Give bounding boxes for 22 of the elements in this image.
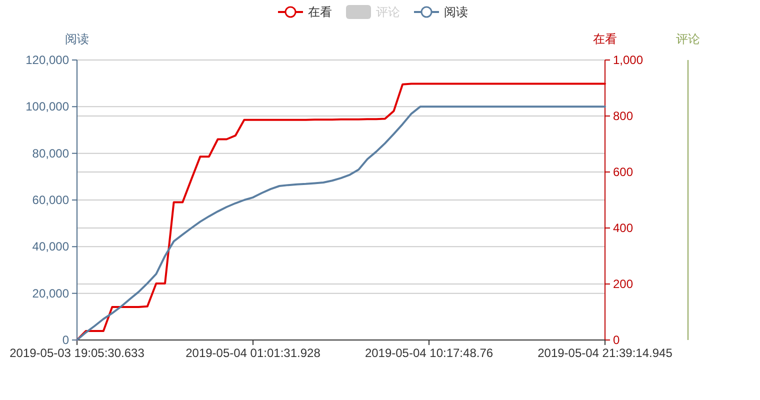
y-tick-label: 100,000 bbox=[26, 100, 70, 114]
y-tick-label: 80,000 bbox=[32, 146, 70, 160]
y-tick-label: 60,000 bbox=[32, 193, 70, 207]
y2-tick-label: 800 bbox=[613, 109, 634, 123]
x-tick-label: 2019-05-04 10:17:48.76 bbox=[364, 346, 494, 360]
y2-tick-label: 200 bbox=[613, 277, 634, 291]
y2-tick-label: 400 bbox=[613, 221, 634, 235]
y2-tick-label: 1,000 bbox=[613, 53, 644, 67]
legend-label: 阅读 bbox=[444, 5, 468, 19]
y-tick-label: 40,000 bbox=[32, 240, 70, 254]
y2-tick-label: 600 bbox=[613, 165, 634, 179]
x-tick-label: 2019-05-03 19:05:30.633 bbox=[10, 346, 145, 360]
x-tick-label: 2019-05-04 21:39:14.945 bbox=[538, 346, 673, 360]
y2-axis-title: 在看 bbox=[593, 32, 617, 46]
y-tick-label: 20,000 bbox=[32, 286, 70, 300]
y-tick-label: 0 bbox=[62, 333, 70, 347]
y3-axis-title: 评论 bbox=[676, 32, 700, 46]
y2-tick-label: 0 bbox=[613, 333, 620, 347]
legend-label: 在看 bbox=[308, 5, 332, 19]
x-tick-label: 2019-05-04 01:01:31.928 bbox=[186, 346, 321, 360]
y-tick-label: 120,000 bbox=[26, 53, 70, 67]
y-axis-title: 阅读 bbox=[65, 32, 89, 46]
